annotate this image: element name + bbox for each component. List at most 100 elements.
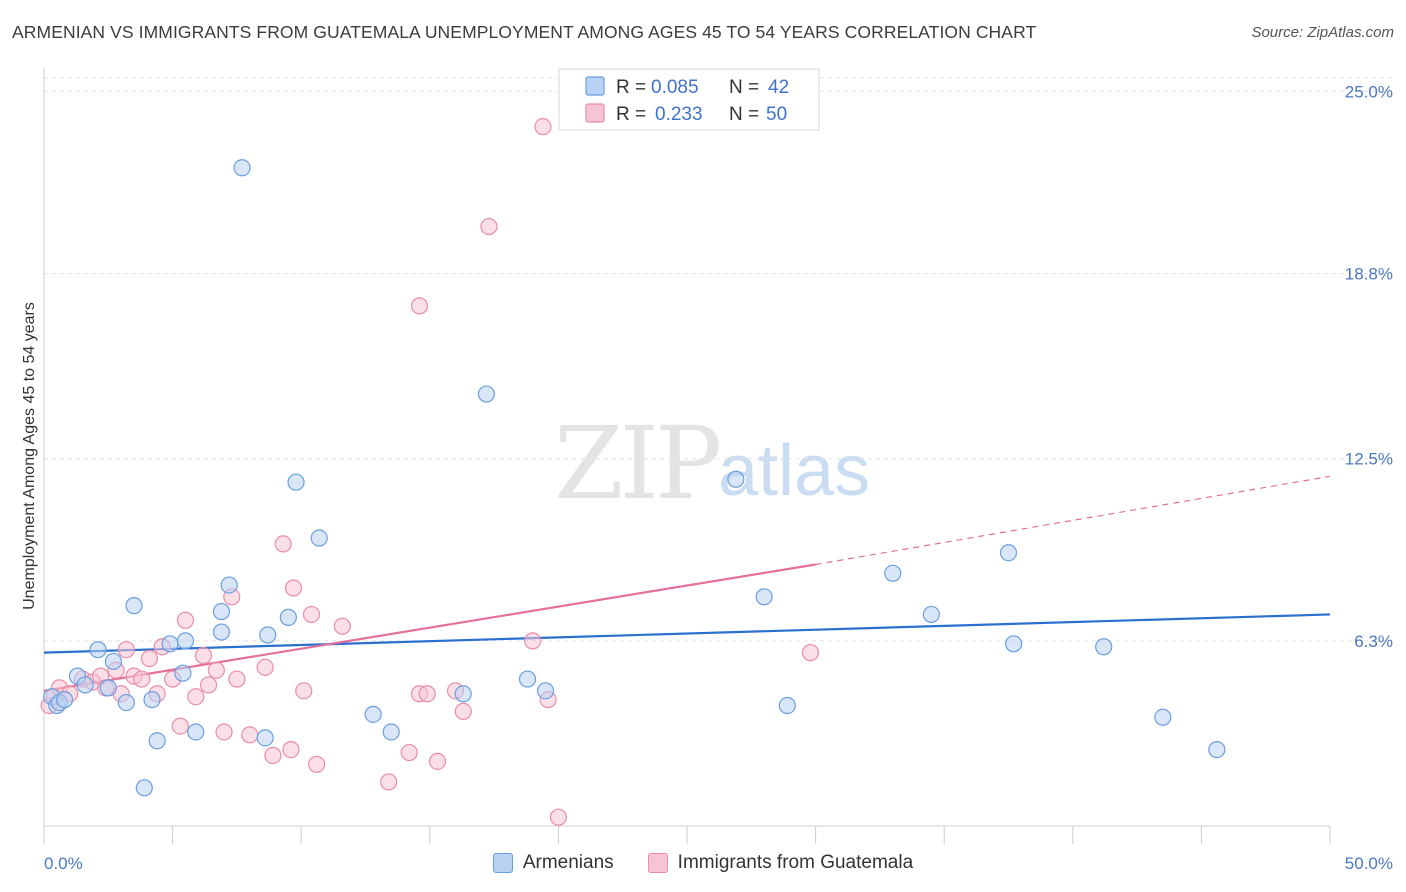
guatemala-point-29 — [274, 535, 292, 553]
armenians-trend-line — [43, 613, 1331, 654]
guatemala-point-44 — [480, 217, 498, 236]
armenians-point-14 — [161, 635, 179, 653]
armenians-point-17 — [187, 723, 205, 741]
armenians-point-24 — [279, 608, 297, 626]
armenians-point-15 — [174, 664, 192, 682]
guatemala-point-36 — [380, 773, 398, 791]
guatemala-point-10 — [117, 641, 135, 659]
series-legend: Armenians Immigrants from Guatemala — [0, 852, 1406, 874]
armenians-point-12 — [148, 732, 166, 750]
guatemala-point-24 — [228, 670, 246, 688]
legend-item-armenians[interactable]: Armenians — [492, 852, 614, 874]
armenians-point-34 — [755, 588, 773, 606]
guatemala-point-12 — [133, 670, 151, 688]
armenians-point-23 — [259, 626, 277, 644]
guatemala-point-35 — [333, 617, 351, 635]
x-tick-label-end: 50.0% — [1345, 854, 1393, 873]
legend-swatch-armenians — [585, 76, 605, 96]
armenians-point-38 — [999, 544, 1018, 562]
armenians-point-13 — [135, 779, 153, 797]
legend-n-value-1: 42 — [768, 77, 789, 98]
guatemala-swatch — [647, 853, 668, 873]
legend-n-label-1: N = — [729, 77, 759, 98]
guatemala-point-40 — [418, 685, 436, 703]
guatemala-point-27 — [256, 658, 274, 676]
y-tick-label-2: 18.8% — [1345, 265, 1393, 284]
armenians-point-29 — [454, 685, 472, 703]
armenians-point-22 — [256, 729, 274, 747]
armenians-point-19 — [212, 602, 231, 621]
axes — [43, 68, 1331, 844]
armenians-point-10 — [125, 597, 143, 615]
armenians-point-9 — [117, 693, 135, 712]
guatemala-point-20 — [194, 646, 213, 665]
guatemala-point-23 — [215, 723, 233, 741]
armenians-point-27 — [364, 705, 382, 723]
guatemala-point-38 — [410, 297, 429, 315]
source-credit: Source: ZipAtlas.com — [1251, 24, 1394, 41]
watermark-atlas: atlas — [718, 431, 871, 511]
armenians-legend-label: Armenians — [522, 852, 614, 873]
legend-n-value-2: 50 — [766, 104, 787, 125]
guatemala-point-48 — [549, 808, 568, 826]
armenians-point-36 — [884, 564, 902, 582]
guatemala-point-21 — [200, 676, 218, 694]
armenians-point-20 — [220, 576, 238, 594]
armenians-point-39 — [1005, 635, 1023, 653]
legend-swatch-guatemala — [585, 103, 605, 123]
armenians-point-11 — [143, 691, 161, 709]
y-tick-label-0: 6.3% — [1354, 632, 1393, 651]
armenians-point-16 — [176, 632, 195, 650]
legend-item-guatemala[interactable]: Immigrants from Guatemala — [647, 852, 914, 874]
armenians-point-5 — [76, 676, 94, 694]
tick-labels: 6.3% 12.5% 18.8% 25.0% 0.0% 50.0% — [44, 82, 1393, 873]
y-tick-label-3: 25.0% — [1345, 82, 1393, 101]
guatemala-point-37 — [400, 743, 418, 762]
watermark-zip: ZIP — [554, 405, 722, 522]
armenians-point-35 — [778, 696, 796, 715]
armenians-point-8 — [104, 652, 123, 671]
guatemala-point-33 — [302, 605, 321, 624]
trend-lines — [43, 475, 1331, 692]
guatemala-point-31 — [284, 579, 303, 597]
stats-legend: R = 0.085 N = 42 R = 0.233 N = 50 — [558, 68, 820, 131]
armenians-point-7 — [99, 679, 117, 697]
guatemala-point-43 — [454, 702, 472, 721]
armenians-point-40 — [1095, 638, 1113, 656]
guatemala-point-49 — [801, 644, 820, 662]
guatemala-trend-line — [43, 563, 816, 692]
legend-r-label-1: R = — [616, 77, 646, 98]
guatemala-point-22 — [207, 661, 225, 679]
guatemala-point-41 — [428, 752, 447, 770]
legend-n-label-2: N = — [729, 104, 759, 125]
guatemala-point-45 — [524, 632, 542, 650]
chart-title: ARMENIAN VS IMMIGRANTS FROM GUATEMALA UN… — [12, 22, 1037, 42]
guatemala-point-17 — [171, 717, 189, 735]
armenians-point-25 — [287, 473, 305, 491]
armenians-point-42 — [1208, 740, 1226, 759]
x-tick-label-start: 0.0% — [44, 854, 83, 873]
armenians-point-26 — [310, 529, 328, 547]
armenians-point-41 — [1154, 708, 1172, 726]
guatemala-trend-extension — [815, 475, 1331, 566]
data-points — [40, 118, 1226, 826]
armenians-swatch — [492, 853, 513, 873]
armenians-point-18 — [212, 623, 231, 641]
legend-r-label-2: R = — [616, 104, 646, 125]
armenians-point-37 — [922, 605, 940, 624]
armenians-point-32 — [536, 682, 555, 700]
guatemala-point-46 — [534, 118, 552, 136]
y-tick-label-1: 12.5% — [1345, 450, 1393, 469]
guatemala-legend-label: Immigrants from Guatemala — [677, 852, 914, 873]
guatemala-point-30 — [282, 740, 300, 759]
guatemala-point-32 — [295, 682, 313, 700]
guatemala-point-34 — [308, 755, 326, 773]
guatemala-point-13 — [140, 649, 159, 668]
guatemala-point-28 — [264, 746, 282, 765]
armenians-point-30 — [477, 385, 495, 403]
armenians-point-31 — [518, 670, 537, 688]
legend-r-value-1: 0.085 — [651, 77, 699, 98]
guatemala-point-26 — [241, 726, 259, 744]
guatemala-point-18 — [176, 611, 195, 629]
